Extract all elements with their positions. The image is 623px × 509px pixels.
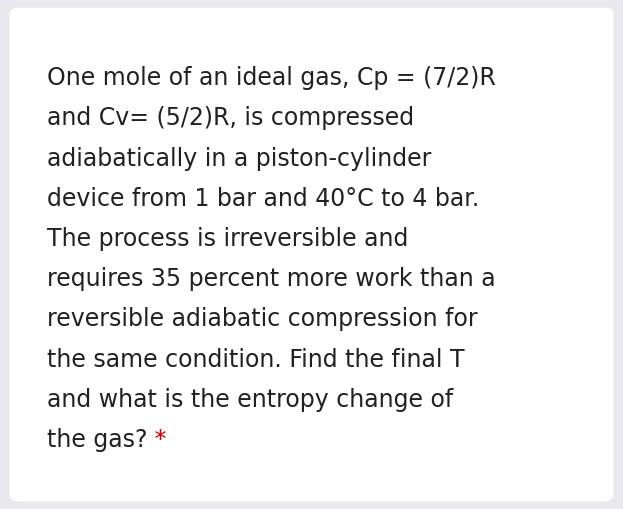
Text: the same condition. Find the final T: the same condition. Find the final T <box>47 348 464 372</box>
Text: and what is the entropy change of: and what is the entropy change of <box>47 388 453 412</box>
FancyBboxPatch shape <box>9 8 614 501</box>
Text: adiabatically in a piston-cylinder: adiabatically in a piston-cylinder <box>47 147 431 171</box>
Text: *: * <box>147 428 166 452</box>
Text: reversible adiabatic compression for: reversible adiabatic compression for <box>47 307 477 331</box>
Text: and Cv= (5/2)R, is compressed: and Cv= (5/2)R, is compressed <box>47 106 414 130</box>
Text: The process is irreversible and: The process is irreversible and <box>47 227 408 251</box>
Text: requires 35 percent more work than a: requires 35 percent more work than a <box>47 267 495 291</box>
Text: One mole of an ideal gas, Cp = (7/2)R: One mole of an ideal gas, Cp = (7/2)R <box>47 66 496 90</box>
Text: the gas?: the gas? <box>47 428 147 452</box>
Text: device from 1 bar and 40°C to 4 bar.: device from 1 bar and 40°C to 4 bar. <box>47 187 479 211</box>
